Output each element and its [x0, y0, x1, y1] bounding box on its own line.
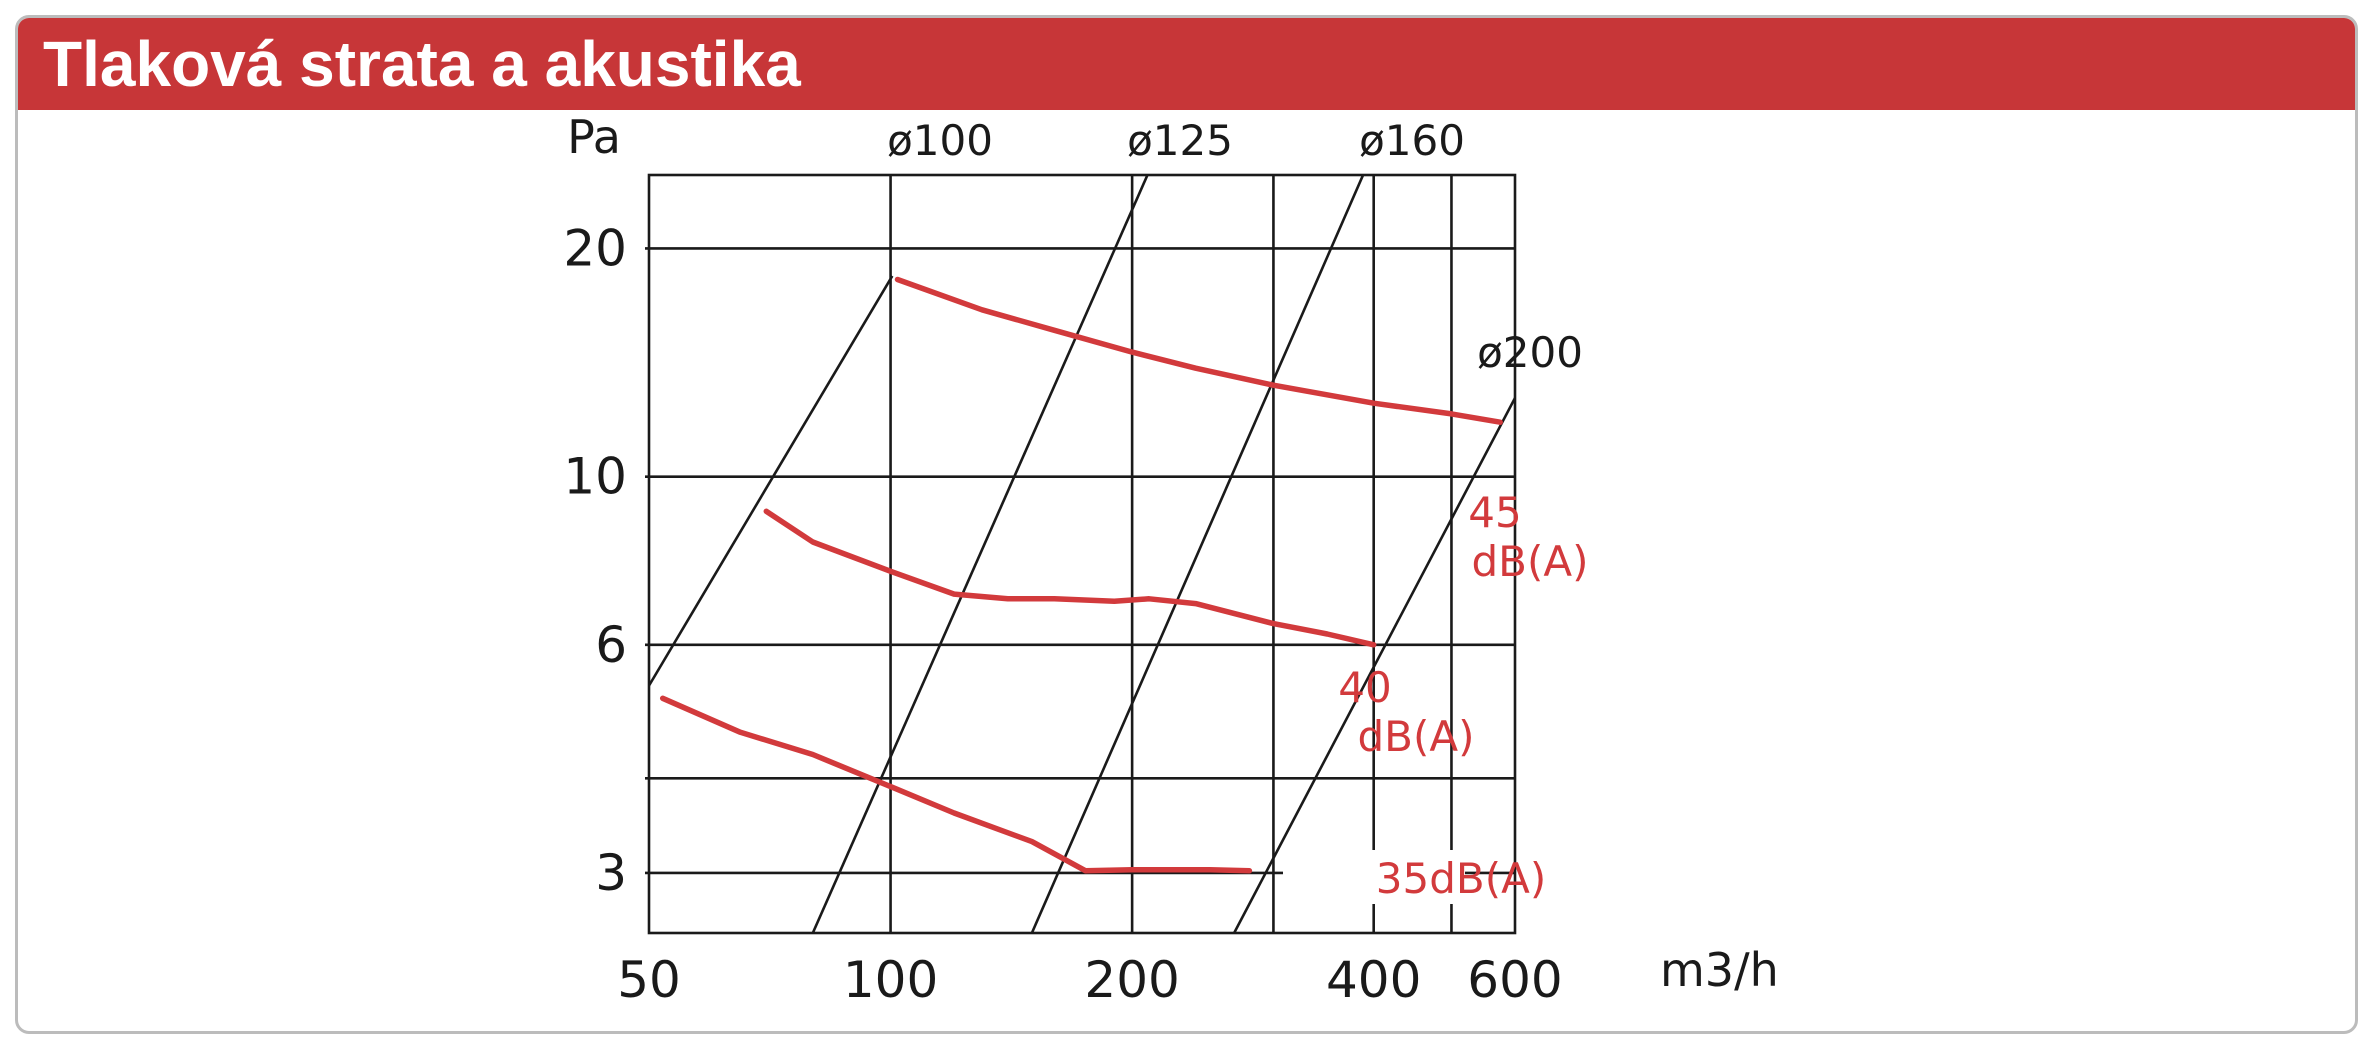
labels: 50 100 200 400 600 3 6 10 20 Pa m3/h ø100 ø125 ø160 ø2…	[563, 110, 1778, 1009]
noise-curves	[659, 276, 1503, 874]
page-title: Tlaková strata a akustika	[43, 28, 801, 100]
x-tick-label: 50	[617, 951, 681, 1009]
noise-curve	[763, 508, 1377, 648]
duct-line	[1030, 175, 1365, 933]
plot-frame	[647, 173, 1517, 935]
noise-level-label: 35dB(A)	[1376, 854, 1546, 903]
noise-level-label: 45	[1468, 488, 1521, 537]
duct-label: ø125	[1127, 116, 1233, 165]
x-axis-label: m3/h	[1660, 943, 1779, 997]
header-bar: Tlaková strata a akustika	[18, 18, 2355, 110]
duct-label: ø100	[887, 116, 993, 165]
duct-label: ø160	[1359, 116, 1465, 165]
x-tick-label: 100	[843, 951, 938, 1009]
chart-panel: Tlaková strata a akustika	[15, 15, 2358, 1034]
noise-level-label: dB(A)	[1358, 712, 1475, 761]
noise-level-label: dB(A)	[1472, 537, 1589, 586]
noise-curve	[894, 276, 1503, 425]
duct-line	[649, 275, 894, 687]
x-tick-label: 400	[1326, 951, 1421, 1009]
duct-line	[811, 175, 1149, 933]
noise-level-label: 40	[1338, 663, 1391, 712]
noise-curve	[659, 695, 1253, 874]
x-tick-label: 200	[1084, 951, 1179, 1009]
duct-line	[1232, 397, 1515, 933]
label-background	[1283, 850, 1465, 904]
x-tick-label: 600	[1467, 951, 1562, 1009]
y-tick-label: 3	[595, 844, 627, 902]
duct-lines	[649, 175, 1515, 933]
duct-label: ø200	[1477, 328, 1583, 377]
grid	[645, 173, 1517, 935]
y-axis-label: Pa	[567, 110, 621, 164]
y-tick-label: 20	[563, 219, 627, 277]
y-tick-label: 10	[563, 448, 627, 506]
y-tick-label: 6	[595, 616, 627, 674]
